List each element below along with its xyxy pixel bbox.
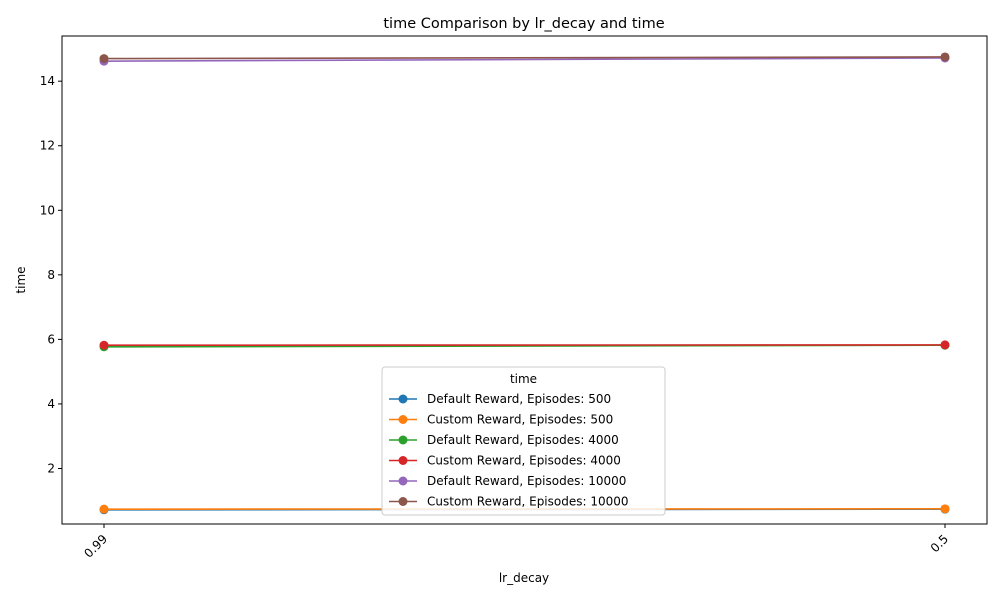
legend: time Default Reward, Episodes: 500 Custom … bbox=[382, 367, 665, 515]
data-point bbox=[941, 52, 950, 61]
legend-swatch-marker bbox=[399, 456, 408, 465]
legend-entry-label: Custom Reward, Episodes: 10000 bbox=[427, 495, 629, 509]
legend-entry-label: Default Reward, Episodes: 500 bbox=[427, 392, 611, 406]
legend-swatch-marker bbox=[399, 415, 408, 424]
x-tick-label: 0.5 bbox=[928, 532, 951, 555]
y-tick-label: 14 bbox=[40, 74, 55, 88]
data-point bbox=[941, 340, 950, 349]
legend-title: time bbox=[510, 372, 537, 386]
y-tick-label: 12 bbox=[40, 139, 55, 153]
data-point bbox=[941, 504, 950, 513]
data-point bbox=[100, 505, 109, 514]
data-point bbox=[100, 54, 109, 63]
legend-swatch-marker bbox=[399, 497, 408, 506]
x-axis-label: lr_decay bbox=[499, 571, 549, 585]
y-tick-label: 6 bbox=[47, 332, 55, 346]
legend-entry-label: Custom Reward, Episodes: 4000 bbox=[427, 454, 621, 468]
y-tick-label: 4 bbox=[47, 397, 55, 411]
legend-entry-label: Default Reward, Episodes: 10000 bbox=[427, 474, 626, 488]
legend-entry-label: Default Reward, Episodes: 4000 bbox=[427, 433, 619, 447]
legend-entry-label: Custom Reward, Episodes: 500 bbox=[427, 413, 613, 427]
chart-title: time Comparison by lr_decay and time bbox=[383, 16, 664, 32]
legend-swatch-marker bbox=[399, 436, 408, 445]
y-tick-label: 2 bbox=[47, 461, 55, 475]
data-point bbox=[100, 341, 109, 350]
y-tick-label: 8 bbox=[47, 268, 55, 282]
y-tick-label: 10 bbox=[40, 203, 55, 217]
y-axis-label: time bbox=[14, 266, 28, 293]
legend-swatch-marker bbox=[399, 477, 408, 486]
x-tick-label: 0.99 bbox=[81, 532, 110, 561]
legend-swatch-marker bbox=[399, 395, 408, 404]
